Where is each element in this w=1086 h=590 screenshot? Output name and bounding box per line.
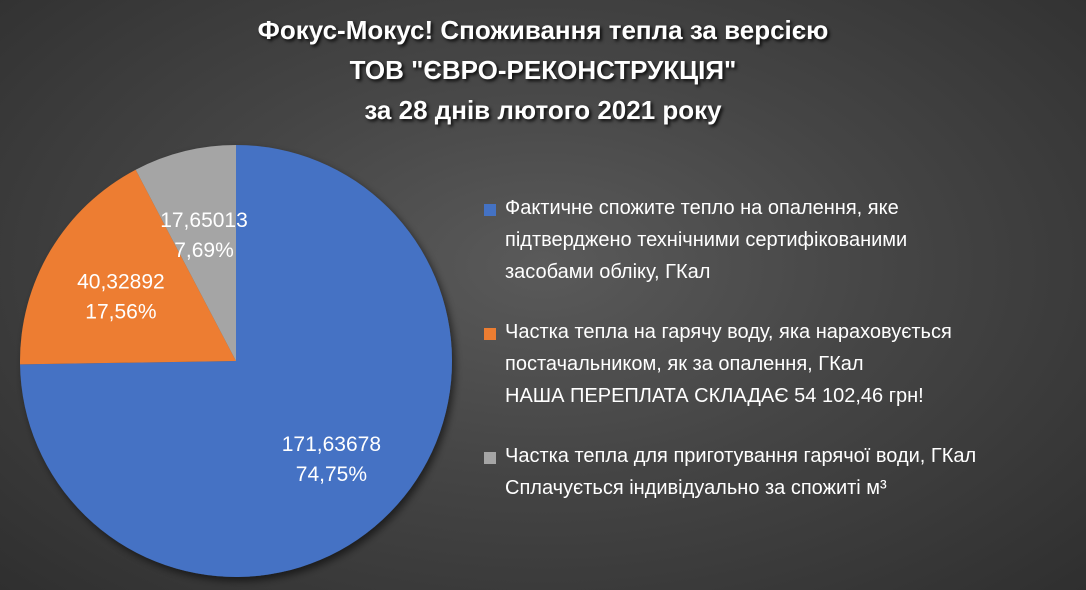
pie-data-labels: 171,63678 74,75% 40,32892 17,56% 17,65013 7,6… bbox=[77, 209, 381, 486]
legend-text-3-2: Сплачується індивідуально за спожиті м³ bbox=[505, 477, 887, 499]
legend-item-2: Частка тепла на гарячу воду, яка нарахов… bbox=[483, 316, 1079, 412]
pie-percent-label-1: 74,75% bbox=[296, 463, 367, 486]
pie-slice-3 bbox=[135, 145, 236, 361]
pie-percent-label-2: 17,56% bbox=[85, 301, 156, 324]
chart-title-line-3: за 28 днів лютого 2021 року bbox=[364, 95, 722, 125]
pie-slice-2 bbox=[20, 169, 237, 365]
legend-text-3-1: Частка тепла для приготування гарячої во… bbox=[505, 445, 977, 467]
legend-text-2-1: Частка тепла на гарячу воду, яка нарахов… bbox=[505, 321, 952, 343]
pie-value-label-1: 171,63678 bbox=[282, 433, 381, 456]
legend-swatch-1 bbox=[484, 204, 496, 216]
pie-percent-label-3: 7,69% bbox=[174, 239, 234, 262]
pie-data-label-2: 40,32892 17,56% bbox=[77, 271, 165, 324]
legend-swatch-2 bbox=[484, 328, 496, 340]
legend-swatch-3 bbox=[484, 452, 496, 464]
pie-value-label-2: 40,32892 bbox=[77, 271, 165, 294]
legend-item-3: Частка тепла для приготування гарячої во… bbox=[483, 440, 1079, 504]
pie-slices bbox=[20, 145, 453, 578]
pie-data-label-1: 171,63678 74,75% bbox=[282, 433, 381, 486]
legend-text-2-3: НАША ПЕРЕПЛАТА СКЛАДАЄ 54 102,46 грн! bbox=[505, 385, 924, 407]
legend-text-1-2: підтверджено технічними сертифікованими bbox=[505, 229, 908, 251]
chart-title-line-1: Фокус-Мокус! Споживання тепла за версією bbox=[257, 15, 829, 45]
legend: Фактичне спожите тепло на опалення, яке п… bbox=[483, 192, 1079, 532]
legend-text-1-3: засобами обліку, ГКал bbox=[505, 261, 711, 283]
pie-value-label-3: 17,65013 bbox=[160, 209, 248, 232]
pie-data-label-3: 17,65013 7,69% bbox=[160, 209, 248, 262]
legend-item-1: Фактичне спожите тепло на опалення, яке п… bbox=[483, 192, 1079, 288]
legend-text-1-1: Фактичне спожите тепло на опалення, яке bbox=[505, 197, 899, 219]
pie-slice-1 bbox=[20, 145, 453, 578]
legend-text-2-2: постачальником, як за опалення, ГКал bbox=[505, 353, 864, 375]
chart-title: Фокус-Мокус! Споживання тепла за версією… bbox=[0, 10, 1086, 130]
chart-title-line-2: ТОВ "ЄВРО-РЕКОНСТРУКЦІЯ" bbox=[349, 55, 737, 85]
